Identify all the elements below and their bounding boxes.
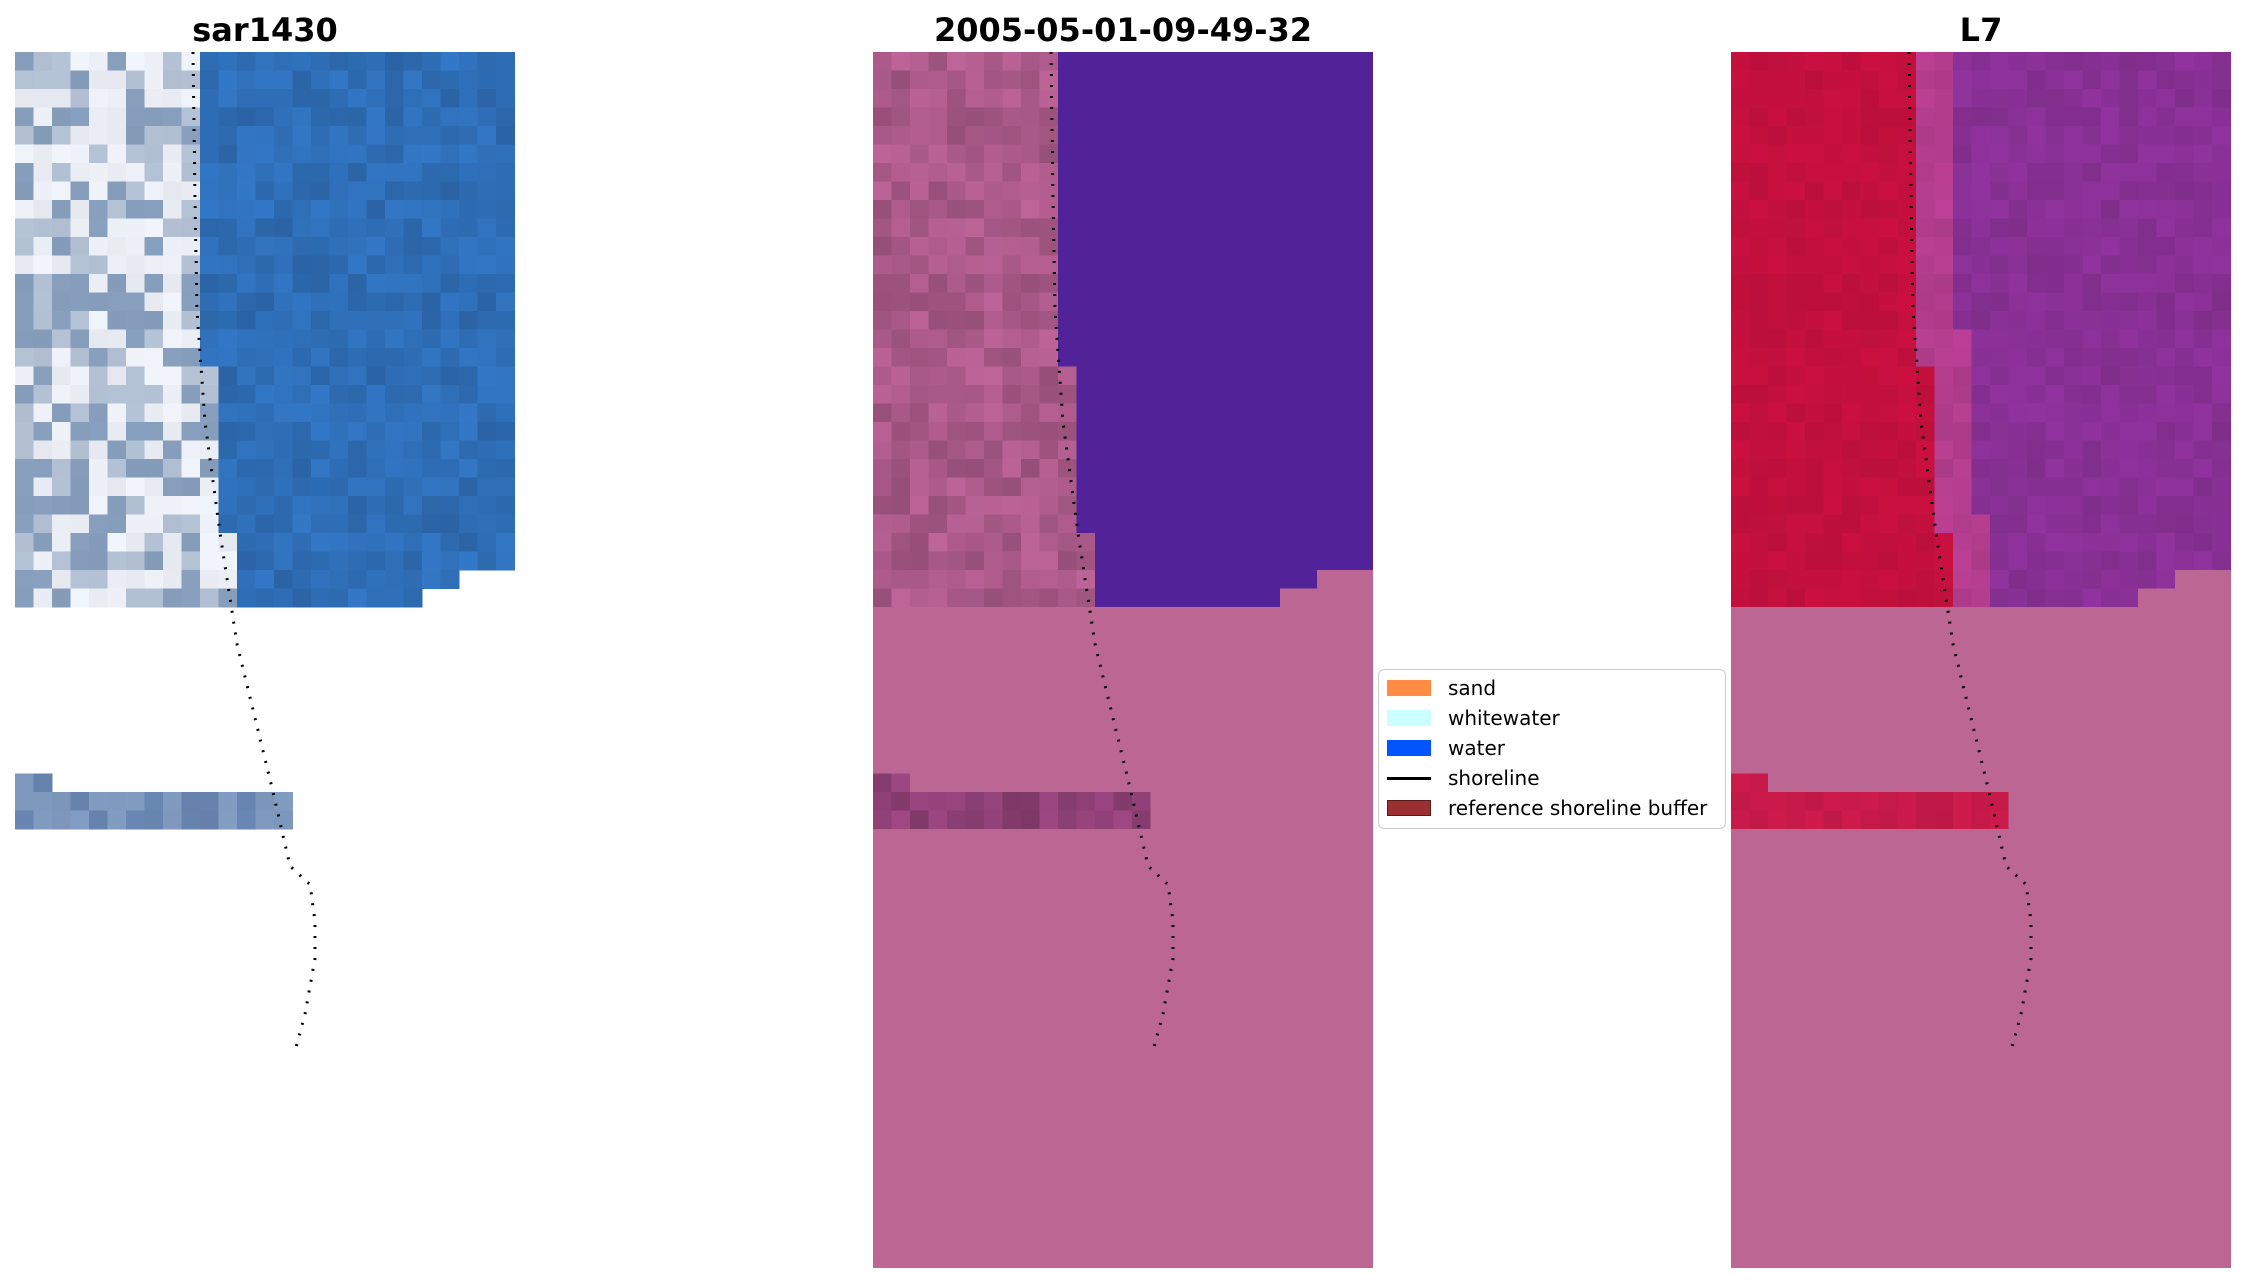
legend-swatch-reference-buffer xyxy=(1387,800,1431,816)
legend-item-reference-buffer: reference shoreline buffer xyxy=(1387,794,1707,822)
legend-swatch-water xyxy=(1387,740,1431,756)
legend-item-water: water xyxy=(1387,734,1505,762)
legend-label-whitewater: whitewater xyxy=(1448,706,1560,730)
panel-title-rgb: sar1430 xyxy=(192,11,338,49)
legend-label-shoreline: shoreline xyxy=(1448,766,1540,790)
legend-label-water: water xyxy=(1448,736,1505,760)
legend-item-whitewater: whitewater xyxy=(1387,704,1560,732)
legend-line-shoreline xyxy=(1387,776,1431,780)
legend-swatch-whitewater xyxy=(1387,710,1431,726)
panel-title-classified: 2005-05-01-09-49-32 xyxy=(933,11,1313,49)
legend-swatch-sand xyxy=(1387,680,1431,696)
legend: sand whitewater water shoreline referenc… xyxy=(1378,669,1726,829)
legend-label-reference-buffer: reference shoreline buffer xyxy=(1448,796,1708,820)
legend-item-shoreline: shoreline xyxy=(1387,764,1540,792)
shoreline-trace xyxy=(1907,52,2033,1052)
classified-image-panel xyxy=(873,52,1373,1268)
rgb-image-panel xyxy=(15,52,515,1268)
rgb-satellite-image xyxy=(15,52,515,1052)
shoreline-trace xyxy=(1049,52,1175,1052)
l7-image-panel xyxy=(1731,52,2231,1268)
shoreline-trace xyxy=(191,52,317,1052)
legend-label-sand: sand xyxy=(1448,676,1497,700)
panel-title-l7: L7 xyxy=(1959,11,2003,49)
l7-false-color-image xyxy=(1731,52,2231,1268)
legend-item-sand: sand xyxy=(1387,674,1496,702)
classified-image xyxy=(873,52,1373,1268)
